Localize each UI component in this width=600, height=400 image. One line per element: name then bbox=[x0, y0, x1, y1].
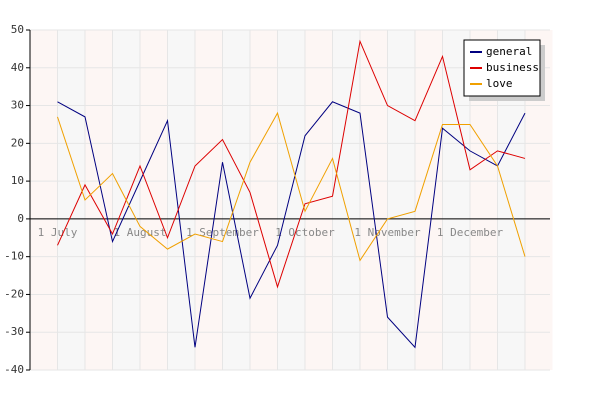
plot-background bbox=[30, 30, 550, 370]
y-tick-label: 10 bbox=[11, 174, 24, 187]
line-series bbox=[57, 101, 526, 349]
x-tick-label: 1 November bbox=[354, 226, 421, 239]
x-tick-label: 1 October bbox=[275, 226, 335, 239]
stripe bbox=[250, 30, 278, 370]
stripe bbox=[415, 30, 443, 370]
x-tick-label: 1 December bbox=[437, 226, 504, 239]
stripe bbox=[30, 30, 58, 370]
y-tick-label: -30 bbox=[4, 325, 24, 338]
y-tick-label: 40 bbox=[11, 61, 24, 74]
y-tick-label: 30 bbox=[11, 99, 24, 112]
line-series bbox=[57, 111, 526, 262]
stripe bbox=[360, 30, 388, 370]
y-tick-label: 0 bbox=[17, 212, 24, 225]
legend-label: love bbox=[486, 77, 513, 90]
y-tick-label: 20 bbox=[11, 136, 24, 149]
y-tick-label: -40 bbox=[4, 363, 24, 376]
legend-label: business bbox=[486, 61, 539, 74]
stripe bbox=[85, 30, 113, 370]
y-tick-label: 50 bbox=[11, 23, 24, 36]
legend-label: general bbox=[486, 45, 532, 58]
y-tick-label: -10 bbox=[4, 250, 24, 263]
x-tick-label: 1 August bbox=[114, 226, 167, 239]
x-tick-label: 1 July bbox=[38, 226, 78, 239]
x-tick-label: 1 September bbox=[186, 226, 259, 239]
stripe bbox=[140, 30, 168, 370]
y-tick-label: -20 bbox=[4, 287, 24, 300]
line-series bbox=[57, 39, 526, 289]
